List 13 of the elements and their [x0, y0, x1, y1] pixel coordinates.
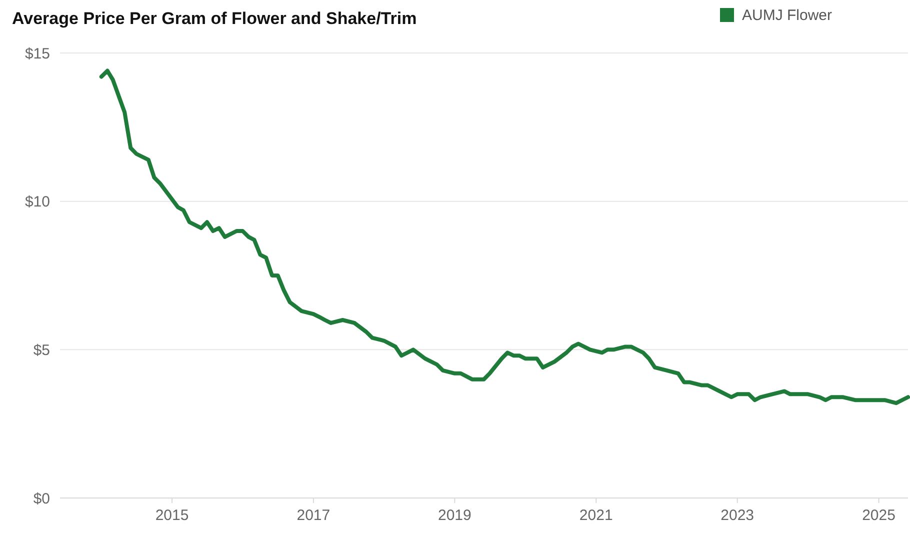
x-tick-label: 2019 [438, 507, 472, 524]
y-tick-label: $5 [33, 342, 50, 359]
x-tick-label: 2023 [720, 507, 754, 524]
line-series [99, 68, 910, 406]
x-tick-label: 2025 [862, 507, 896, 524]
legend-label: AUMJ Flower [742, 7, 832, 24]
y-tick-label: $10 [24, 194, 50, 211]
y-tick-label: $15 [24, 45, 50, 62]
x-tick-label: 2017 [296, 507, 330, 524]
chart-title: Average Price Per Gram of Flower and Shake/Trim [12, 9, 417, 28]
y-tick-label: $0 [33, 490, 50, 508]
x-tick-label: 2015 [155, 507, 189, 524]
x-tick-label: 2021 [579, 507, 613, 524]
